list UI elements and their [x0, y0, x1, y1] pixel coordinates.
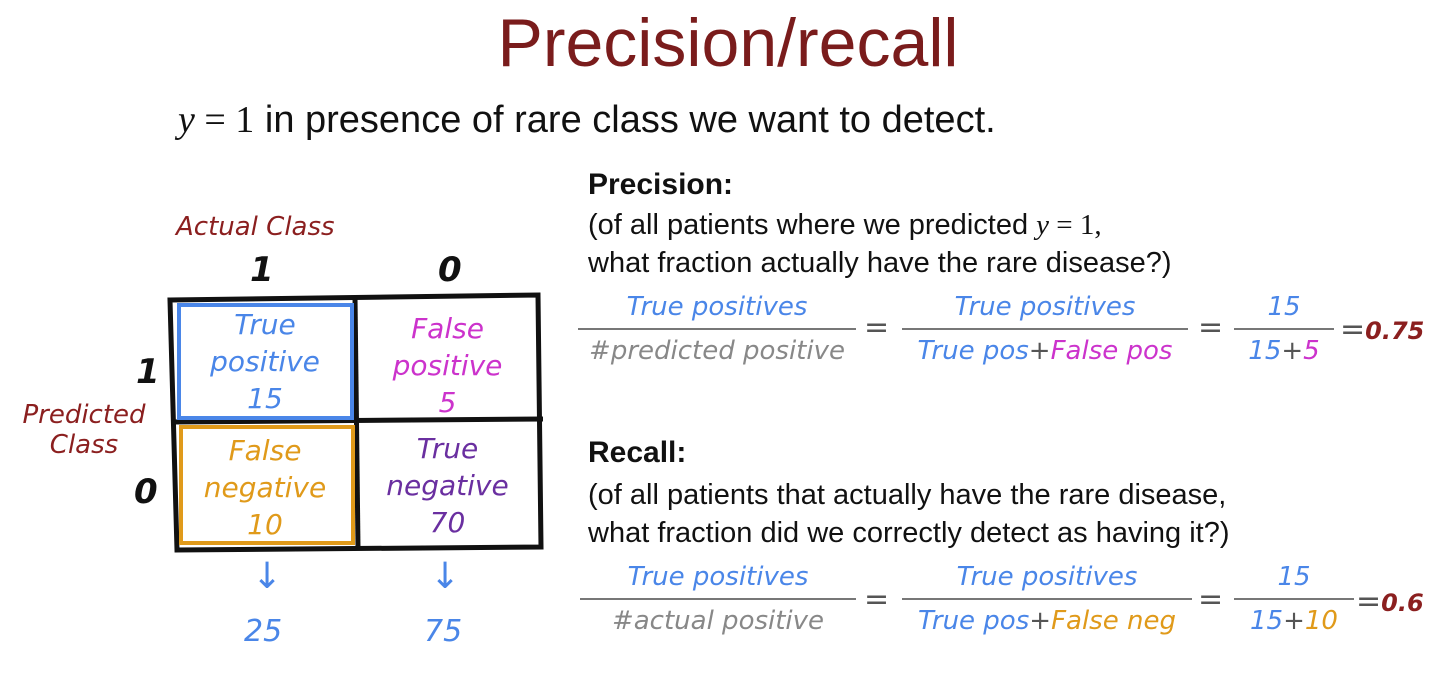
- fraction-bar: [902, 598, 1192, 600]
- confusion-matrix-grid: [167, 292, 544, 553]
- precision-fraction-2: True positives True pos+False pos: [902, 292, 1188, 366]
- recall-equals-1: =: [864, 582, 890, 617]
- fraction-bar: [902, 328, 1188, 330]
- recall-result: =0.6: [1356, 584, 1424, 619]
- cell-false-positive: False positive 5: [360, 310, 535, 421]
- recall-heading: Recall:: [588, 436, 687, 469]
- precision-result: =0.75: [1340, 312, 1424, 347]
- matrix-outer-border: [167, 292, 544, 553]
- col-total-0: 75: [424, 614, 463, 649]
- tp-line1: True: [234, 308, 296, 341]
- precision-fraction-3: 15 15+5: [1234, 292, 1334, 366]
- precision-f2-den-b: False pos: [1050, 336, 1173, 366]
- recall-f2-numerator: True positives: [956, 562, 1138, 592]
- recall-description: (of all patients that actually have the …: [588, 476, 1230, 552]
- precision-f2-den-a: True pos: [917, 336, 1029, 366]
- page-title: Precision/recall: [497, 5, 959, 81]
- recall-f3-den-b: 10: [1304, 606, 1338, 636]
- cell-false-negative: False negative 10: [180, 432, 350, 543]
- tp-count: 15: [247, 382, 283, 415]
- row-header-1: 1: [136, 352, 160, 392]
- plus-sign: +: [1283, 606, 1305, 636]
- tn-count: 70: [429, 506, 466, 539]
- fn-line1: False: [228, 434, 302, 467]
- fn-line2: negative: [203, 471, 327, 504]
- arrow-down-icon: ↓: [430, 556, 461, 597]
- col-total-1: 25: [244, 614, 283, 649]
- arrow-down-icon: ↓: [252, 556, 283, 597]
- precision-equals-3: =: [1340, 312, 1366, 347]
- precision-result-value: 0.75: [1365, 317, 1425, 345]
- recall-f1-denominator: #actual positive: [611, 606, 825, 636]
- fp-line2: positive: [392, 349, 503, 382]
- precision-equals-1: =: [864, 310, 890, 345]
- precision-fraction-1: True positives #predicted positive: [578, 292, 856, 366]
- tn-line1: True: [416, 432, 479, 465]
- plus-sign: +: [1028, 336, 1051, 366]
- recall-f2-den-a: True pos: [918, 606, 1030, 636]
- recall-result-value: 0.6: [1381, 589, 1424, 617]
- precision-eq-text: = 1,: [1049, 209, 1102, 241]
- fn-count: 10: [247, 508, 283, 541]
- row-header-0: 0: [134, 472, 158, 512]
- recall-equals-2: =: [1198, 582, 1224, 617]
- precision-heading: Precision:: [588, 168, 734, 201]
- col-header-1: 1: [250, 250, 274, 290]
- precision-f2-numerator: True positives: [954, 292, 1136, 322]
- fraction-bar: [1234, 328, 1334, 330]
- predicted-class-label: Predicted Class: [14, 400, 154, 460]
- false-negative-highlight: [179, 425, 355, 545]
- cell-true-positive: True positive 15: [180, 306, 350, 417]
- recall-fraction-1: True positives #actual positive: [580, 562, 856, 636]
- subtitle-text: in presence of rare class we want to det…: [254, 99, 996, 141]
- precision-f3-den-b: 5: [1303, 336, 1320, 366]
- recall-f1-numerator: True positives: [627, 562, 809, 592]
- subtitle-eq: = 1: [194, 99, 255, 141]
- fp-line1: False: [411, 312, 484, 345]
- recall-equals-3: =: [1356, 584, 1382, 619]
- precision-equals-2: =: [1198, 310, 1224, 345]
- predicted-label-line1: Predicted: [22, 400, 146, 430]
- fraction-bar: [1234, 598, 1354, 600]
- precision-var: y: [1036, 209, 1050, 241]
- tn-line2: negative: [386, 469, 509, 502]
- precision-line2: what fraction actually have the rare dis…: [588, 247, 1172, 279]
- precision-f1-denominator: #predicted positive: [589, 336, 845, 366]
- recall-f3-numerator: 15: [1277, 562, 1311, 592]
- true-positive-highlight: [177, 303, 354, 420]
- precision-f3-numerator: 15: [1267, 292, 1301, 322]
- recall-fraction-3: 15 15+10: [1234, 562, 1354, 636]
- fraction-bar: [578, 328, 856, 330]
- recall-f3-den-a: 15: [1250, 606, 1284, 636]
- matrix-horizontal-divider: [171, 416, 544, 425]
- cell-true-negative: True negative 70: [360, 430, 535, 541]
- recall-line2: what fraction did we correctly detect as…: [588, 517, 1230, 549]
- recall-fraction-2: True positives True pos+False neg: [902, 562, 1192, 636]
- fp-count: 5: [438, 386, 457, 419]
- precision-line1: (of all patients where we predicted: [588, 209, 1037, 241]
- plus-sign: +: [1029, 606, 1052, 636]
- plus-sign: +: [1281, 336, 1304, 366]
- actual-class-label: Actual Class: [176, 212, 335, 242]
- recall-f2-den-b: False neg: [1051, 606, 1176, 636]
- recall-line1: (of all patients that actually have the …: [588, 479, 1227, 511]
- predicted-label-line2: Class: [49, 430, 119, 460]
- subtitle-var: y: [178, 99, 195, 141]
- precision-f1-numerator: True positives: [626, 292, 808, 322]
- tp-line2: positive: [210, 345, 320, 378]
- precision-f3-den-a: 15: [1248, 336, 1282, 366]
- fraction-bar: [580, 598, 856, 600]
- col-header-0: 0: [438, 250, 462, 290]
- precision-description: (of all patients where we predicted y = …: [588, 206, 1172, 282]
- subtitle: y = 1 in presence of rare class we want …: [178, 98, 996, 142]
